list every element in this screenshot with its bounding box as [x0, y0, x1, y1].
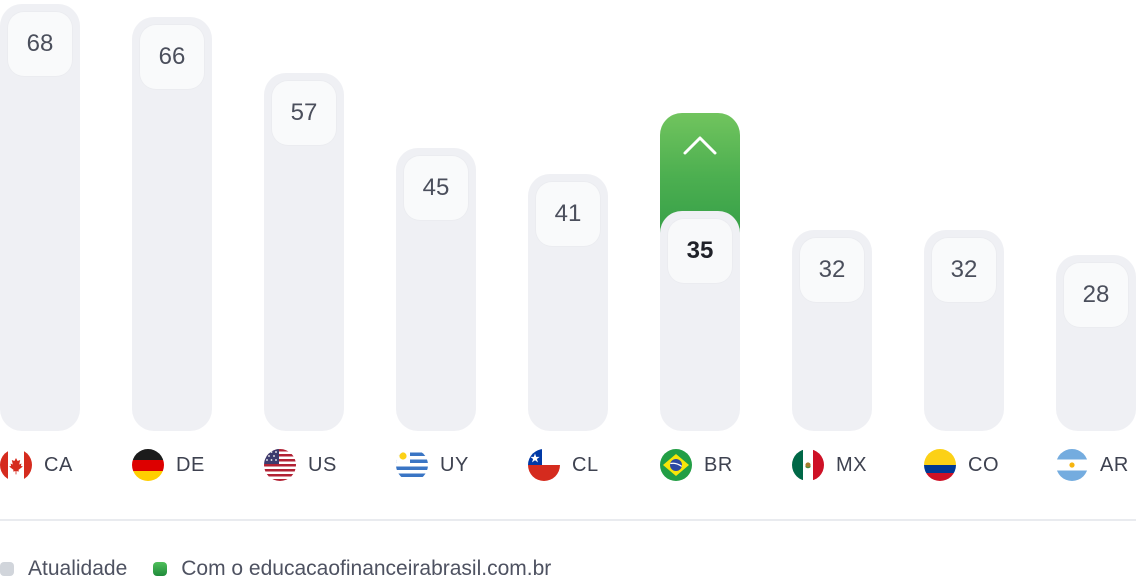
- value-label-cl: 41: [536, 182, 600, 246]
- x-tick-cl: CL: [528, 447, 599, 483]
- divider: [0, 519, 1136, 521]
- legend-swatch-gray: [0, 562, 14, 576]
- value-label-uy: 45: [404, 156, 468, 220]
- x-tick-label: BR: [704, 453, 733, 476]
- legend-swatch-green: [153, 562, 168, 576]
- legend-label-current: Atualidade: [28, 557, 128, 580]
- x-tick-label: AR: [1100, 453, 1129, 476]
- x-tick-label: UY: [440, 453, 469, 476]
- flag-brazil-icon: [660, 449, 692, 481]
- value-label-co: 32: [932, 238, 996, 302]
- x-tick-label: CL: [572, 453, 599, 476]
- arrow-up-icon: [683, 136, 717, 215]
- flag-canada-icon: [0, 449, 32, 481]
- flag-uruguay-icon: [396, 449, 428, 481]
- x-tick-us: US: [264, 447, 337, 483]
- x-tick-label: DE: [176, 453, 205, 476]
- x-tick-br: BR: [660, 447, 733, 483]
- legend: Atualidade Com o educacaofinanceirabrasi…: [0, 554, 577, 584]
- x-tick-label: CO: [968, 453, 999, 476]
- flag-argentina-icon: [1056, 449, 1088, 481]
- value-label-us: 57: [272, 81, 336, 145]
- value-label-mx: 32: [800, 238, 864, 302]
- flag-colombia-icon: [924, 449, 956, 481]
- x-tick-co: CO: [924, 447, 999, 483]
- flag-chile-icon: [528, 449, 560, 481]
- x-tick-de: DE: [132, 447, 205, 483]
- value-label-ca: 68: [8, 12, 72, 76]
- x-tick-uy: UY: [396, 447, 469, 483]
- x-tick-ar: AR: [1056, 447, 1129, 483]
- x-tick-label: CA: [44, 453, 73, 476]
- value-label-br: 35: [668, 219, 732, 283]
- legend-item-current: Atualidade: [0, 557, 127, 581]
- flag-germany-icon: [132, 449, 164, 481]
- x-tick-ca: CA: [0, 447, 73, 483]
- x-tick-label: US: [308, 453, 337, 476]
- value-label-de: 66: [140, 25, 204, 89]
- legend-item-improved: Com o educacaofinanceirabrasil.com.br: [153, 557, 551, 581]
- flag-mexico-icon: [792, 449, 824, 481]
- value-label-ar: 28: [1064, 263, 1128, 327]
- legend-label-improved: Com o educacaofinanceirabrasil.com.br: [181, 557, 552, 580]
- x-tick-label: MX: [836, 453, 867, 476]
- flag-usa-icon: [264, 449, 296, 481]
- x-tick-mx: MX: [792, 447, 867, 483]
